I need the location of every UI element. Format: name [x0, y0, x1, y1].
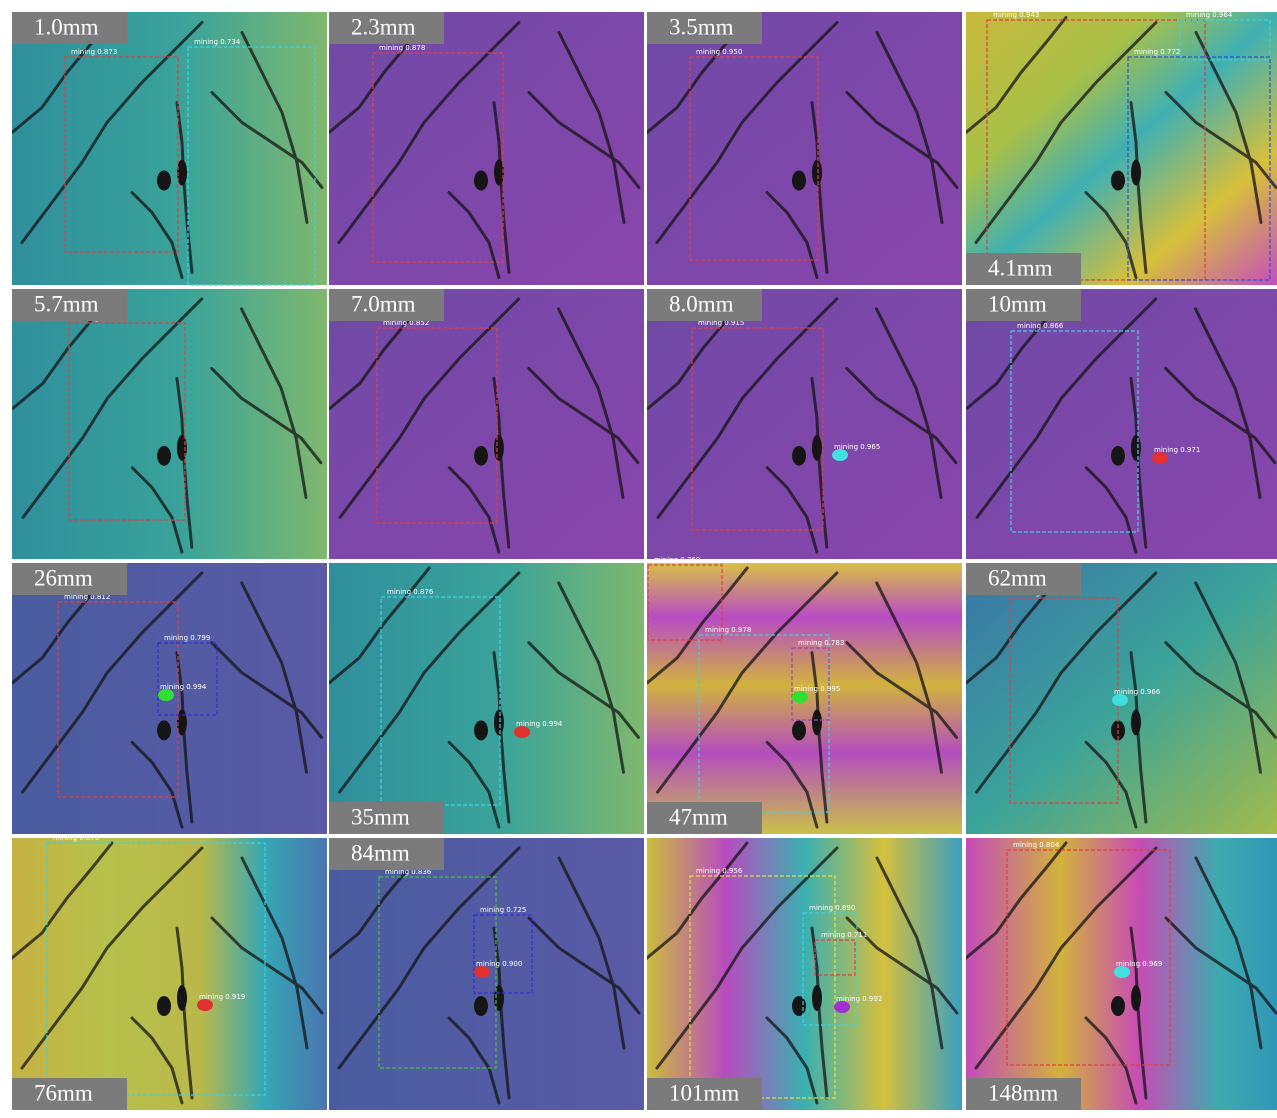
- detection-label: mining 0.725: [480, 906, 526, 914]
- panel-label: 2.3mm: [351, 14, 416, 39]
- panel-label: 148mm: [988, 1080, 1058, 1105]
- panel: mining 0.769 mining 0.978 mining 0.783 mini…: [647, 556, 962, 834]
- panel-label: 1.0mm: [34, 14, 99, 39]
- detection-label: mining 0.711: [821, 931, 867, 939]
- panel-label: 35mm: [351, 804, 410, 829]
- panel-image: [966, 289, 1277, 559]
- detection-label: mining 0.992: [836, 995, 882, 1003]
- detection-label: mining 0.966: [1114, 688, 1161, 696]
- detection-label: mining 0.978: [705, 626, 751, 634]
- panel: mining 0.875 mining 0.919 76mm: [12, 834, 327, 1110]
- detection-label: mining 0.866: [1017, 322, 1064, 330]
- panel-label: 47mm: [669, 804, 728, 829]
- panel-image: [966, 12, 1277, 285]
- panel-label: 62mm: [988, 565, 1047, 590]
- panel: mining 0.8865.7mm: [12, 289, 327, 559]
- detection-label: mining 0.890: [809, 904, 855, 912]
- detection-label: mining 0.769: [654, 556, 700, 564]
- detection-label: mining 0.994: [516, 720, 563, 728]
- panel-label: 8.0mm: [669, 291, 734, 316]
- panel-label: 3.5mm: [669, 14, 734, 39]
- panel-label: 26mm: [34, 565, 93, 590]
- detection-label: mining 0.878: [379, 44, 425, 52]
- panel-label: 7.0mm: [351, 291, 416, 316]
- detection-label: mining 0.919: [199, 993, 245, 1001]
- detection-label: mining 0.971: [1154, 446, 1200, 454]
- panel-label: 4.1mm: [988, 255, 1053, 280]
- panel: mining 0.878 2.3mm: [329, 12, 644, 285]
- panel-label: 84mm: [351, 840, 410, 865]
- detection-label: mining 0.804: [1013, 841, 1060, 849]
- detection-label: mining 0.994: [160, 683, 207, 691]
- panel: mining 0.876 mining 0.994 35mm: [329, 563, 644, 834]
- panel-label: 5.7mm: [34, 291, 99, 316]
- panel-label: 10mm: [988, 291, 1047, 316]
- panel-label: 101mm: [669, 1080, 739, 1105]
- panel: mining 0.950 3.5mm: [647, 12, 962, 285]
- panel: mining 0.956 mining 0.890 mining 0.711 mini…: [647, 838, 962, 1110]
- detection-label: mining 0.900: [476, 960, 522, 968]
- detection-label: mining 0.783: [798, 639, 844, 647]
- detection-label: mining 0.734: [194, 38, 241, 46]
- detection-label: mining 0.964: [1186, 11, 1233, 19]
- panel: mining 0.866 mining 0.971 10mm: [966, 289, 1277, 559]
- detection-label: mining 0.950: [696, 48, 742, 56]
- detection-label: mining 0.799: [164, 634, 210, 642]
- panel-label: 76mm: [34, 1080, 93, 1105]
- panel: mining 0.873 mining 0.734 1.0mm: [12, 12, 327, 285]
- detection-label: mining 0.772: [1134, 48, 1180, 56]
- figure: mining 0.873mining 0.7341.0mmmining 0.87…: [0, 0, 1277, 1118]
- detection-label: mining 0.873: [71, 48, 117, 56]
- detection-label: mining 0.969: [1116, 960, 1162, 968]
- panel: mining 0.804 mining 0.969 148mm: [966, 838, 1277, 1110]
- detection-label: mining 0.995: [794, 685, 840, 693]
- detection-label: mining 0.965: [834, 443, 880, 451]
- panel: mining 0.943 mining 0.964 mining 0.772 4.1m…: [966, 11, 1277, 285]
- detection-label: mining 0.943: [993, 11, 1039, 19]
- detection-label: mining 0.875: [53, 834, 99, 842]
- detection-label: mining 0.956: [696, 867, 743, 875]
- page: mining 0.873mining 0.7341.0mmmining 0.87…: [0, 0, 1277, 1118]
- panel-grid: mining 0.873mining 0.7341.0mmmining 0.87…: [12, 11, 1277, 1110]
- detection-label: mining 0.876: [387, 588, 434, 596]
